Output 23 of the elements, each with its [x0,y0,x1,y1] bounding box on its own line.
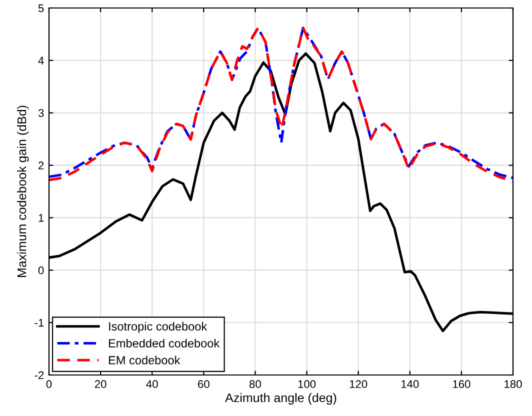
y-tick-label: 1 [38,214,44,222]
y-tick-label: 4 [38,56,44,64]
y-axis-title: Maximum codebook gain (dBd) [17,106,29,277]
x-tick-label: 100 [298,380,316,388]
x-tick-label: 40 [146,380,158,388]
x-tick-label: 140 [401,380,419,388]
x-tick-label: 60 [198,380,210,388]
x-tick-label: 160 [453,380,470,388]
x-tick-label: 20 [94,380,106,388]
legend-label: Embedded codebook [108,338,220,348]
y-tick-label: 5 [38,4,44,12]
legend-label: EM codebook [108,356,180,364]
x-tick-label: 0 [46,380,52,388]
x-tick-label: 120 [350,380,368,388]
y-tick-label: -2 [34,371,44,380]
x-tick-label: 80 [250,380,261,388]
x-tick-label: 180 [504,380,522,388]
x-axis-title: Azimuth angle (deg) [225,392,336,405]
legend-label: Isotropic codebook [109,322,208,333]
y-tick-label: 3 [38,109,44,117]
y-tick-label: 2 [38,162,44,170]
y-tick-label: -1 [34,318,44,327]
y-tick-label: 0 [38,266,44,274]
